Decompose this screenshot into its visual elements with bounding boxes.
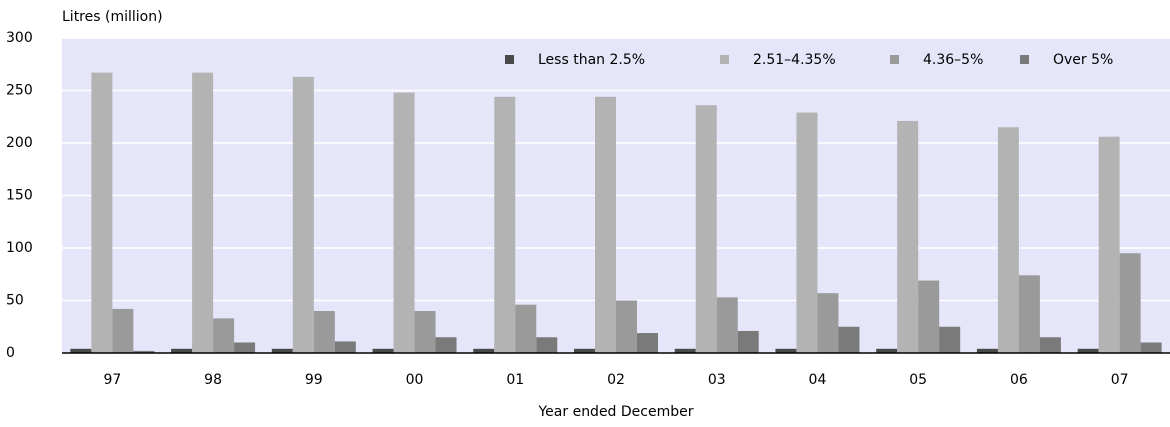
legend-label: 4.36–5%	[923, 52, 983, 68]
bar	[695, 105, 717, 353]
bar	[897, 120, 919, 353]
bar	[213, 318, 235, 353]
y-tick-label: 300	[6, 30, 33, 46]
x-tick-label: 98	[204, 372, 222, 388]
bar	[574, 348, 595, 353]
legend-label: 2.51–4.35%	[753, 52, 836, 68]
bar	[1077, 348, 1099, 353]
x-tick-label: 02	[607, 372, 625, 388]
bar	[1140, 342, 1162, 353]
legend-swatch	[720, 55, 729, 64]
bar	[674, 348, 696, 353]
y-tick-label: 150	[6, 188, 33, 204]
bar	[292, 76, 314, 353]
bar	[313, 311, 335, 353]
bar	[997, 127, 1019, 353]
bar	[473, 348, 495, 353]
bar	[234, 342, 256, 353]
y-tick-label: 100	[6, 240, 33, 256]
y-axis-title: Litres (million)	[62, 9, 163, 25]
bar	[775, 348, 797, 353]
x-axis-title: Year ended December	[537, 404, 693, 420]
legend-label: Over 5%	[1053, 52, 1113, 68]
bar	[192, 72, 214, 354]
bar	[91, 72, 113, 354]
bar	[1098, 136, 1120, 353]
bar	[1018, 275, 1040, 353]
bar	[372, 348, 394, 353]
y-tick-label: 0	[6, 345, 15, 361]
bar	[637, 333, 658, 353]
bar	[334, 341, 356, 353]
bar	[536, 337, 558, 353]
bar	[1119, 253, 1141, 353]
legend-swatch	[890, 55, 899, 64]
bar	[876, 348, 898, 353]
x-tick-label: 97	[103, 372, 121, 388]
bar	[393, 92, 415, 353]
x-tick-label: 05	[909, 372, 927, 388]
x-tick-label: 00	[406, 372, 424, 388]
bar	[838, 326, 860, 353]
bar	[939, 326, 961, 353]
bar	[716, 297, 738, 353]
bar	[515, 304, 537, 353]
bar	[112, 308, 134, 353]
bar	[817, 293, 839, 353]
x-tick-label: 99	[305, 372, 323, 388]
x-tick-label: 04	[809, 372, 827, 388]
x-tick-label: 03	[708, 372, 726, 388]
bar	[918, 280, 940, 353]
x-tick-label: 07	[1111, 372, 1129, 388]
bar	[133, 350, 155, 353]
bar	[70, 348, 92, 353]
bar	[616, 300, 637, 353]
bar	[976, 348, 998, 353]
bar	[494, 96, 516, 354]
bar	[435, 337, 457, 353]
bar	[1039, 337, 1061, 353]
y-tick-label: 50	[6, 293, 24, 309]
y-tick-label: 200	[6, 135, 33, 151]
bar	[796, 112, 818, 353]
bar	[595, 96, 616, 354]
bar	[171, 348, 193, 353]
bar	[414, 311, 436, 353]
bar	[737, 330, 759, 353]
y-tick-label: 250	[6, 83, 33, 99]
x-tick-label: 06	[1010, 372, 1028, 388]
bar	[271, 348, 293, 353]
legend-swatch	[505, 55, 514, 64]
legend-label: Less than 2.5%	[538, 52, 645, 68]
legend-swatch	[1020, 55, 1029, 64]
x-tick-label: 01	[506, 372, 524, 388]
